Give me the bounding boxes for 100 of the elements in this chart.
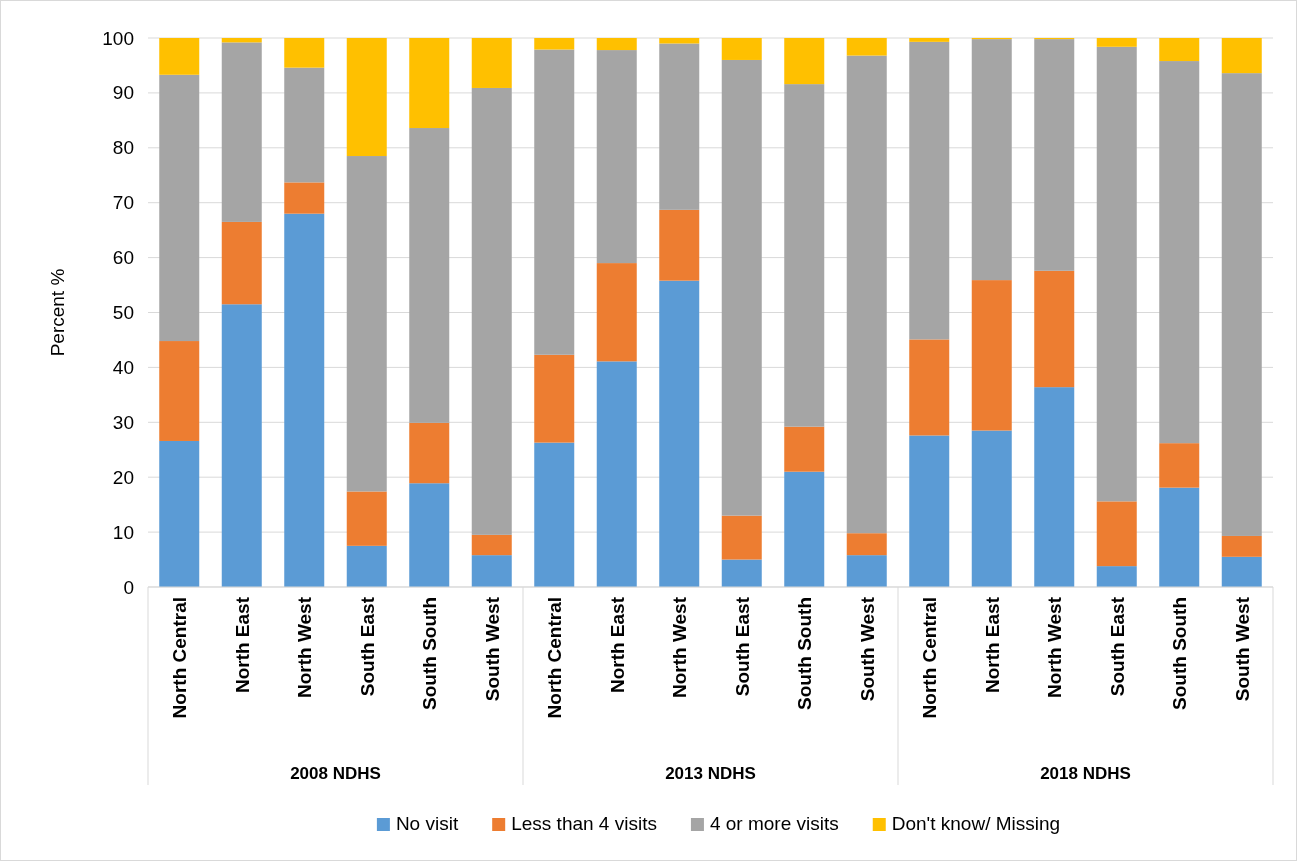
x-tick-label: South West bbox=[856, 596, 878, 702]
bar bbox=[596, 50, 637, 264]
bar bbox=[784, 38, 825, 85]
x-tick-label: South West bbox=[1231, 596, 1253, 702]
bar bbox=[1221, 38, 1262, 74]
y-tick-label: 90 bbox=[112, 82, 134, 104]
bar bbox=[284, 38, 325, 68]
legend-label: No visit bbox=[395, 813, 459, 834]
x-tick-label: North East bbox=[981, 596, 1003, 694]
bar bbox=[1034, 270, 1075, 388]
bar bbox=[1096, 566, 1137, 587]
bar bbox=[659, 38, 700, 44]
legend-label: Don't know/ Missing bbox=[891, 813, 1061, 834]
bar bbox=[846, 555, 887, 587]
x-tick-label: North East bbox=[231, 596, 253, 694]
bar bbox=[159, 341, 200, 441]
bar bbox=[1159, 38, 1200, 62]
y-tick-label: 10 bbox=[112, 521, 134, 543]
x-tick-label: North West bbox=[669, 596, 691, 698]
bar bbox=[1159, 61, 1200, 444]
x-tick-label: North West bbox=[294, 596, 316, 698]
bar bbox=[971, 280, 1012, 431]
bar bbox=[534, 442, 575, 587]
bar bbox=[534, 38, 575, 50]
bar bbox=[409, 128, 450, 423]
x-tick-label: South East bbox=[356, 596, 378, 697]
bar bbox=[409, 422, 450, 484]
text: 2018 NDHS bbox=[1040, 764, 1131, 783]
bar bbox=[1221, 556, 1262, 587]
y-tick-label: 40 bbox=[112, 356, 134, 378]
x-tick-label: South South bbox=[1169, 597, 1191, 710]
x-tick-label: South West bbox=[481, 596, 503, 702]
bar bbox=[721, 559, 762, 587]
bar bbox=[1221, 535, 1262, 557]
bar bbox=[909, 38, 950, 42]
y-tick-label: 0 bbox=[123, 576, 134, 598]
bar bbox=[471, 38, 512, 88]
bar bbox=[346, 545, 387, 587]
y-tick-label: 20 bbox=[112, 466, 134, 488]
bar bbox=[159, 74, 200, 342]
bar bbox=[1159, 443, 1200, 488]
bar bbox=[221, 42, 262, 222]
y-tick-label: 100 bbox=[102, 27, 134, 49]
bar bbox=[471, 555, 512, 587]
bar bbox=[721, 59, 762, 516]
bar bbox=[971, 430, 1012, 587]
bar bbox=[1034, 39, 1075, 271]
bar bbox=[471, 534, 512, 556]
bar bbox=[1159, 487, 1200, 587]
y-axis-title: Percent % bbox=[47, 268, 68, 357]
bar bbox=[659, 280, 700, 587]
bar bbox=[221, 221, 262, 305]
y-tick-label: 70 bbox=[112, 192, 134, 214]
bar bbox=[409, 483, 450, 587]
x-tick-label: South East bbox=[1106, 596, 1128, 697]
bar bbox=[909, 41, 950, 340]
bar bbox=[784, 471, 825, 587]
text: 2013 NDHS bbox=[665, 764, 756, 783]
bar bbox=[159, 38, 200, 75]
bar bbox=[534, 49, 575, 355]
bar bbox=[284, 182, 325, 214]
x-tick-label: North Central bbox=[919, 597, 941, 719]
x-tick-label: South South bbox=[419, 597, 441, 710]
x-tick-label: South South bbox=[794, 597, 816, 710]
bar bbox=[971, 39, 1012, 281]
bar bbox=[846, 38, 887, 56]
bar bbox=[909, 435, 950, 587]
y-tick-label: 80 bbox=[112, 137, 134, 159]
x-tick-label: North East bbox=[606, 596, 628, 694]
y-tick-label: 50 bbox=[112, 302, 134, 324]
bar bbox=[346, 491, 387, 546]
y-tick-label: 60 bbox=[112, 247, 134, 269]
bar bbox=[1096, 38, 1137, 47]
bar bbox=[784, 84, 825, 427]
bar bbox=[346, 38, 387, 157]
bar bbox=[221, 38, 262, 43]
y-tick-label: 30 bbox=[112, 411, 134, 433]
bar bbox=[159, 440, 200, 587]
bar bbox=[846, 533, 887, 556]
text: 2008 NDHS bbox=[290, 764, 381, 783]
bar bbox=[534, 354, 575, 443]
x-tick-label: North Central bbox=[169, 597, 191, 719]
bar bbox=[596, 38, 637, 51]
bar bbox=[659, 43, 700, 210]
bar bbox=[596, 263, 637, 362]
bar bbox=[409, 38, 450, 129]
bar bbox=[596, 361, 637, 587]
x-tick-label: South East bbox=[731, 596, 753, 697]
bar bbox=[721, 515, 762, 560]
bar bbox=[221, 304, 262, 587]
bar bbox=[1096, 46, 1137, 502]
bar bbox=[909, 339, 950, 436]
bar bbox=[659, 209, 700, 281]
x-tick-label: North Central bbox=[544, 597, 566, 719]
x-tick-label: North West bbox=[1044, 596, 1066, 698]
bar bbox=[721, 38, 762, 60]
bar bbox=[1221, 73, 1262, 536]
bar bbox=[284, 213, 325, 587]
bar bbox=[1034, 387, 1075, 587]
bar bbox=[784, 426, 825, 472]
